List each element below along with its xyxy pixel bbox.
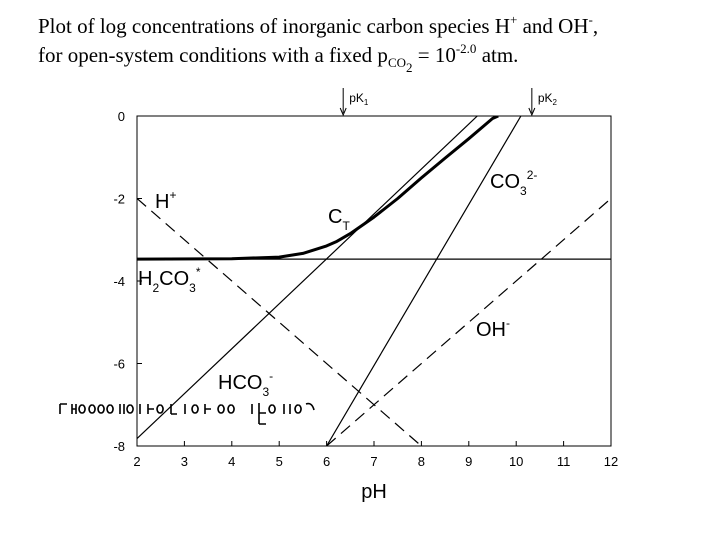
label-h2co3-star: H2CO3*	[138, 265, 201, 295]
series-line-co3-2	[326, 116, 522, 446]
x-tick-label: 12	[604, 454, 618, 469]
series-line-oh	[326, 198, 611, 446]
pk-marker-arrowhead	[339, 107, 347, 117]
x-tick-label: 11	[557, 454, 571, 469]
plot-frame	[136, 115, 612, 447]
caption-line1: Plot of log concentrations of inorganic …	[38, 12, 599, 38]
label-co3-2minus: CO32-	[490, 168, 537, 198]
series-line-h	[137, 198, 422, 446]
label-oh-minus: OH-	[476, 316, 510, 341]
x-tick-label: 2	[133, 454, 140, 469]
pk-markers: pK1 pK2	[339, 88, 558, 117]
x-tick-label: 5	[276, 454, 283, 469]
x-tick-label: 10	[509, 454, 523, 469]
pk-marker-label: pK1	[349, 91, 369, 107]
y-tick-label: -4	[113, 274, 125, 289]
x-tick-label: 4	[228, 454, 235, 469]
label-ct: CT	[328, 206, 350, 233]
garbled-y-axis-title-artifact	[59, 402, 315, 425]
pk-marker-arrowhead	[528, 107, 536, 117]
caption-line2: for open-system conditions with a fixed …	[38, 41, 519, 75]
x-tick-label: 3	[181, 454, 188, 469]
figure-caption: Plot of log concentrations of inorganic …	[38, 12, 708, 75]
label-hco3-minus: HCO3-	[218, 369, 273, 399]
x-axis-title: pH	[361, 481, 387, 503]
y-tick-label: -6	[113, 357, 125, 372]
label-h-plus: H+	[155, 188, 176, 213]
y-tick-label: 0	[118, 109, 125, 124]
series-layer	[137, 116, 611, 446]
x-tick-label: 7	[370, 454, 377, 469]
series-line-ct	[137, 116, 499, 261]
x-tick-label: 6	[323, 454, 330, 469]
series-line-hco3	[137, 116, 478, 440]
pk-marker-label: pK2	[538, 91, 558, 107]
y-tick-label: -2	[113, 192, 125, 207]
y-tick-label: -8	[113, 439, 125, 454]
x-tick-label: 8	[418, 454, 425, 469]
x-tick-label: 9	[465, 454, 472, 469]
x-axis-ticks: 2 3 4 5 6 7 8 9 10 11 12	[133, 441, 618, 469]
